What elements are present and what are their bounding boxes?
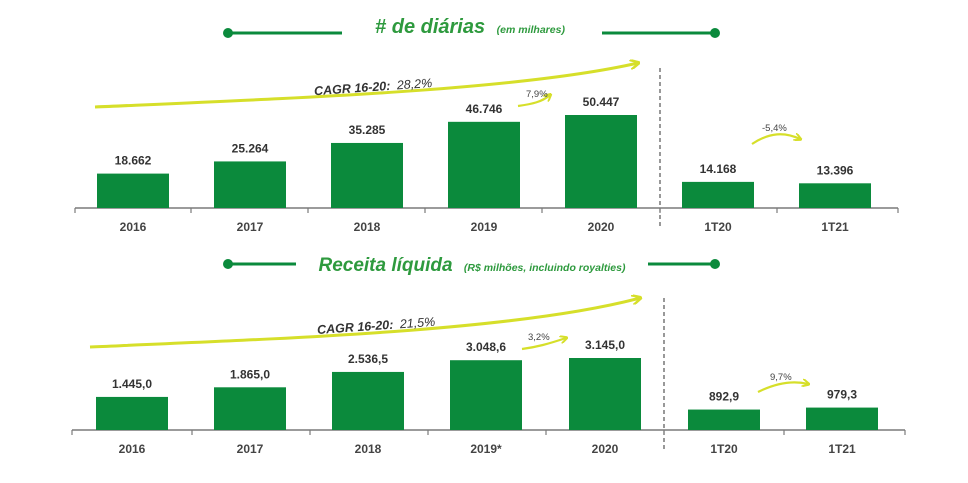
chart2-header: Receita líquida (R$ milhões, incluindo r… [223, 255, 720, 276]
chart1-bars: 18.662 2016 25.264 2017 35.285 2018 46.746 2019… [74, 95, 899, 234]
chart2-header-dot-left [223, 259, 233, 269]
chart2-value-label-2017: 1.865,0 [230, 367, 270, 381]
chart2-category-label-1T20: 1T20 [710, 442, 738, 456]
chart1-header-dot-right [710, 28, 720, 38]
chart2-category-label-2016: 2016 [119, 442, 146, 456]
chart1-header-dot-left [223, 28, 233, 38]
chart2-title: Receita líquida (R$ milhões, incluindo r… [318, 255, 626, 276]
chart1-growth-annual-arrow [517, 95, 550, 108]
chart2-bar-2018 [332, 371, 404, 430]
chart2-value-label-2018: 2.536,5 [348, 352, 388, 366]
chart2-growth-annual-label: 3,2% [528, 332, 550, 343]
chart1-title: # de diárias (em milhares) [375, 16, 565, 38]
chart1-category-label-2018: 2018 [354, 220, 381, 234]
chart1-bar-1T20 [682, 181, 754, 208]
chart1-bar-2016 [97, 173, 169, 208]
chart1-header: # de diárias (em milhares) [223, 16, 720, 38]
chart1-growth-quarter-arrow [751, 134, 800, 145]
chart2-value-label-1T21: 979,3 [827, 388, 857, 402]
chart1-bar-2018 [331, 142, 403, 208]
chart2-bar-2017 [214, 387, 286, 430]
chart1-category-label-2017: 2017 [237, 220, 264, 234]
chart2-value-label-2020: 3.145,0 [585, 338, 625, 352]
chart1-bar-2017 [214, 161, 286, 208]
chart2-bar-2019* [450, 360, 522, 430]
chart1-value-label-1T21: 13.396 [817, 163, 854, 177]
chart2-header-dot-right [710, 259, 720, 269]
chart2-growth-quarter-arrow [757, 382, 808, 393]
chart1-bar-2020 [565, 115, 637, 208]
chart1-category-label-1T20: 1T20 [704, 220, 732, 234]
chart2-growth-quarter-label: 9,7% [770, 372, 792, 383]
chart2-category-label-2020: 2020 [592, 442, 619, 456]
chart1-value-label-2016: 18.662 [115, 154, 152, 168]
chart2-cagr-arrow [89, 298, 640, 349]
chart1-category-label-2019: 2019 [471, 220, 498, 234]
chart1-value-label-1T20: 14.168 [700, 162, 737, 176]
chart2-value-label-1T20: 892,9 [709, 390, 739, 404]
chart1-cagr-arrow [94, 63, 638, 109]
chart1-title-main: # de diárias [375, 16, 485, 38]
chart2-value-label-2019*: 3.048,6 [466, 340, 506, 354]
chart2-title-main: Receita líquida [318, 255, 453, 276]
chart1-cagr-text: CAGR 16-20: 28,2% [314, 76, 433, 98]
chart1-cagr-value: 28,2% [395, 76, 432, 93]
chart1-value-label-2017: 25.264 [232, 141, 269, 155]
chart1-category-label-2016: 2016 [120, 220, 147, 234]
chart1-value-label-2018: 35.285 [349, 123, 386, 137]
chart1-bar-1T21 [799, 183, 871, 208]
chart1-category-label-1T21: 1T21 [821, 220, 849, 234]
chart2-bar-2016 [96, 396, 168, 430]
chart2-bar-2020 [569, 358, 641, 430]
chart1-title-subtitle: (em milhares) [497, 24, 566, 36]
chart2-category-label-2018: 2018 [355, 442, 382, 456]
chart2-title-subtitle: (R$ milhões, incluindo royalties) [464, 262, 626, 274]
chart1-growth-quarter-label: -5,4% [762, 123, 787, 134]
chart2-category-label-1T21: 1T21 [828, 442, 856, 456]
chart2-cagr-label: CAGR 16-20: [317, 318, 394, 337]
chart2-category-label-2019*: 2019* [470, 442, 502, 456]
chart1-value-label-2020: 50.447 [583, 95, 620, 109]
chart1-category-label-2020: 2020 [588, 220, 615, 234]
chart2-cagr-value: 21,5% [398, 315, 435, 332]
chart1-cagr-label: CAGR 16-20: [314, 79, 391, 98]
chart2-bar-1T21 [806, 407, 878, 430]
chart2-cagr-text: CAGR 16-20: 21,5% [317, 315, 436, 337]
chart1-value-label-2019: 46.746 [466, 102, 503, 116]
chart1-bar-2019 [448, 121, 520, 208]
chart2-value-label-2016: 1.445,0 [112, 377, 152, 391]
chart2-bar-1T20 [688, 409, 760, 430]
chart2-growth-annual-arrow [521, 338, 566, 351]
chart2-bars: 1.445,0 2016 1.865,0 2017 2.536,5 2018 3.048,6… [71, 338, 906, 456]
chart2-category-label-2017: 2017 [237, 442, 264, 456]
chart1-growth-annual-label: 7,9% [526, 89, 548, 100]
